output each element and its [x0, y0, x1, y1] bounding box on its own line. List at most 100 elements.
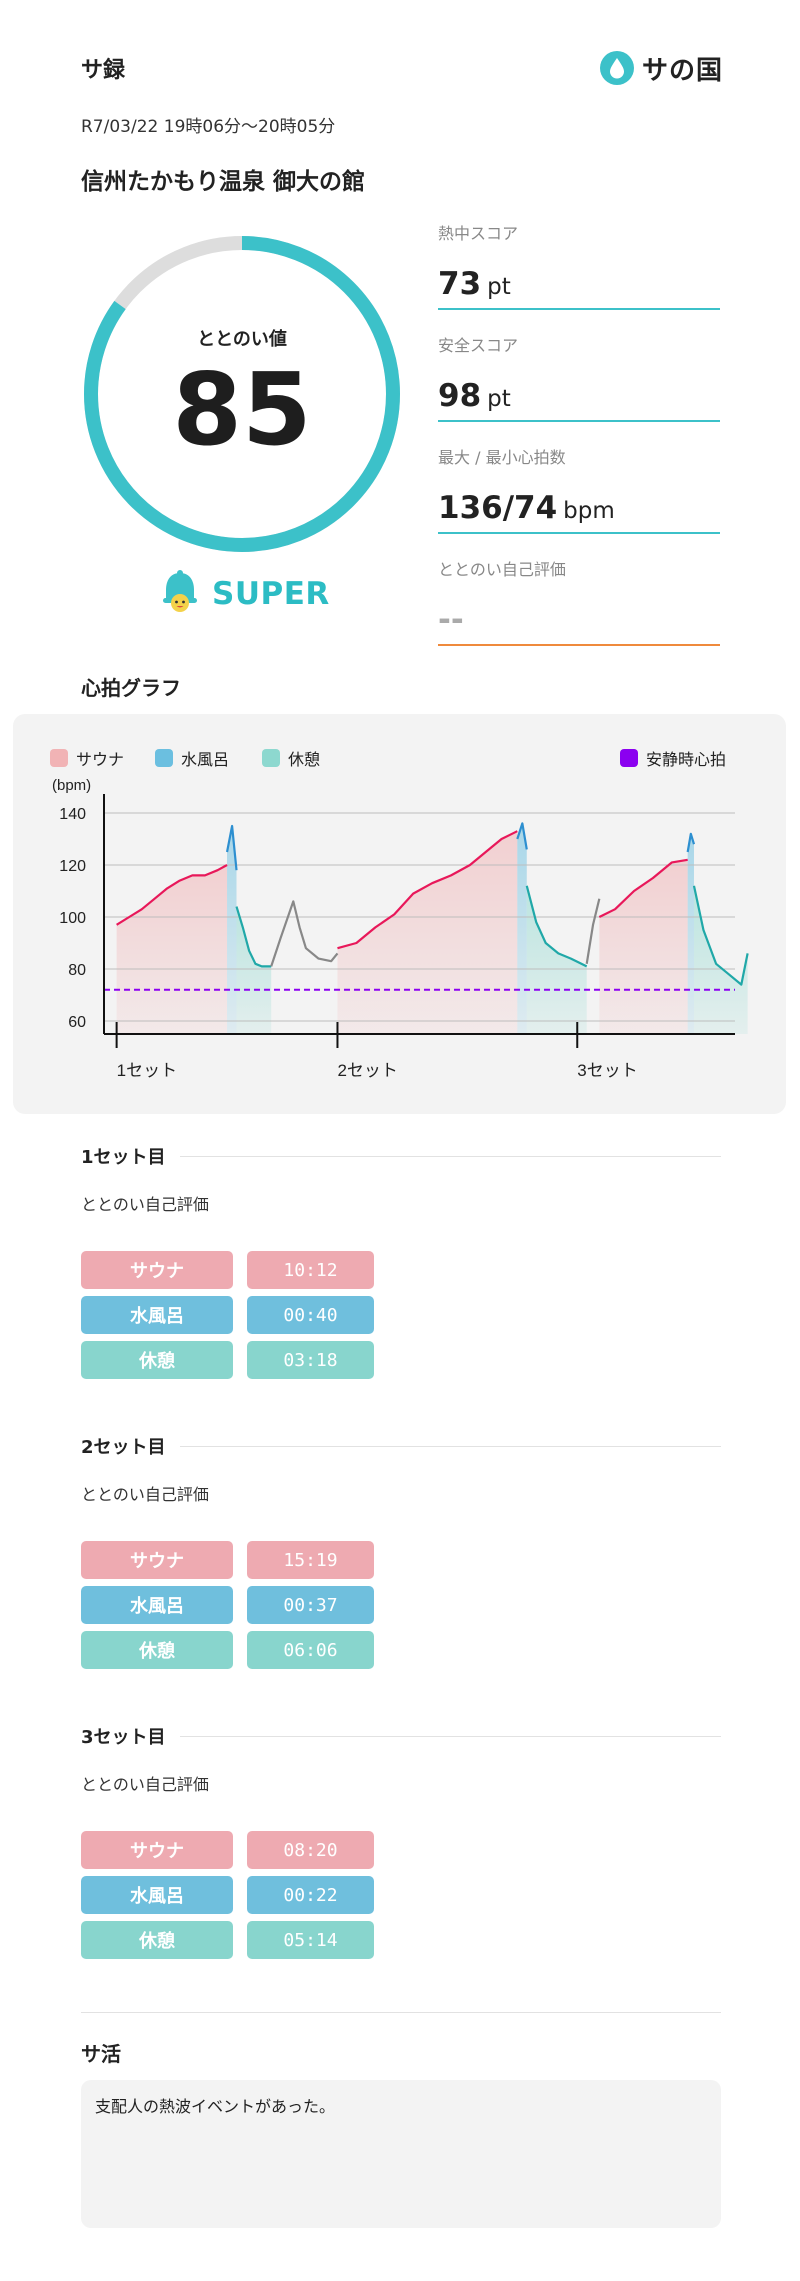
grid-lines — [104, 812, 735, 1022]
heart-rate-lines — [104, 822, 749, 991]
legend-swatch — [155, 749, 173, 767]
set-header: 1セット目 — [81, 1143, 721, 1169]
set-self-evaluation-label[interactable]: ととのい自己評価 — [81, 1775, 209, 1794]
set-title: 3セット目 — [81, 1727, 166, 1748]
brand-logo[interactable]: サの国 — [600, 50, 723, 86]
phase-duration-pill: 00:37 — [247, 1586, 374, 1624]
phase-label-pill: 水風呂 — [81, 1296, 233, 1334]
legend-swatch — [50, 749, 68, 767]
phase-area — [227, 826, 237, 1034]
safety-score: 安全スコア 98 pt — [438, 332, 720, 422]
phase-label-pill: 水風呂 — [81, 1586, 233, 1624]
set-title: 1セット目 — [81, 1147, 166, 1168]
gauge-progress-arc — [84, 236, 400, 552]
phase-bands — [116, 823, 748, 1034]
score-label: 熱中スコア — [438, 224, 519, 243]
y-tick-label: 80 — [68, 962, 86, 979]
heart-rate-series — [270, 900, 339, 967]
note-textarea[interactable] — [81, 2080, 721, 2228]
phase-area — [337, 831, 518, 1034]
heart-rate-chart: 60 80 100 120 140 (bpm) 1セット 2セット 3セット — [52, 777, 749, 1080]
score-value-row: 136/74 bpm — [438, 478, 720, 534]
facility-name: 信州たかもり温泉 御大の館 — [81, 169, 366, 195]
note-text: 支配人の熱波イベントがあった。 — [95, 2097, 336, 2116]
set-self-evaluation-label[interactable]: ととのい自己評価 — [81, 1485, 209, 1504]
chart-axes: 60 80 100 120 140 (bpm) 1セット 2セット 3セット — [52, 777, 735, 1080]
heart-rate-series — [116, 864, 228, 926]
score-label: ととのい自己評価 — [438, 560, 566, 579]
phase-duration-pill: 00:40 — [247, 1296, 374, 1334]
phase-label-pill: 水風呂 — [81, 1876, 233, 1914]
score-value-row[interactable]: -- — [438, 590, 720, 646]
heat-score: 熱中スコア 73 pt — [438, 220, 720, 310]
legend-item-resting-hr: 安静時心拍 — [620, 746, 726, 770]
legend-item-rest: 休憩 — [262, 746, 320, 770]
score-value-row: 73 pt — [438, 254, 720, 310]
legend-label: 安静時心拍 — [646, 750, 727, 769]
legend-item-water: 水風呂 — [155, 746, 229, 770]
phase-area — [599, 859, 688, 1034]
legend-label: サウナ — [76, 750, 125, 769]
bell-mascot-icon — [160, 570, 200, 618]
set-header: 2セット目 — [81, 1433, 721, 1459]
set-header: 3セット目 — [81, 1723, 721, 1749]
score-value: 136/74 — [438, 490, 558, 526]
phase-duration-pill: 06:06 — [247, 1631, 374, 1669]
legend-swatch — [262, 749, 280, 767]
phase-label-pill: 休憩 — [81, 1631, 233, 1669]
heart-rate-series — [337, 830, 518, 950]
score-unit: pt — [487, 274, 511, 300]
logo-text: サの国 — [642, 55, 724, 86]
x-tick-label: 3セット — [577, 1061, 637, 1080]
score-unit: pt — [487, 386, 511, 412]
y-tick-label: 140 — [59, 806, 86, 823]
legend-label: 休憩 — [288, 750, 321, 769]
phase-label-pill: サウナ — [81, 1541, 233, 1579]
divider — [179, 1445, 721, 1447]
phase-duration-pill: 08:20 — [247, 1831, 374, 1869]
self-evaluation[interactable]: ととのい自己評価 -- — [438, 556, 720, 646]
heart-rate-series — [585, 898, 601, 964]
x-tick-label: 2セット — [337, 1061, 397, 1080]
level-label: SUPER — [212, 576, 330, 612]
heart-rate-series — [235, 906, 272, 968]
phase-area — [526, 885, 587, 1034]
x-tick-label: 1セット — [117, 1061, 177, 1080]
y-tick-label: 100 — [59, 910, 86, 927]
phase-label-pill: 休憩 — [81, 1341, 233, 1379]
phase-label-pill: サウナ — [81, 1251, 233, 1289]
heart-rate-series — [692, 885, 749, 986]
divider — [179, 1155, 721, 1157]
heart-rate-series — [686, 832, 696, 853]
chart-section-title: 心拍グラフ — [81, 676, 181, 700]
heart-rate-series — [598, 858, 688, 918]
phase-area — [517, 823, 527, 1034]
phase-duration-pill: 05:14 — [247, 1921, 374, 1959]
score-value: 98 — [438, 378, 482, 414]
y-tick-label: 120 — [59, 858, 86, 875]
heart-rate-series — [225, 824, 238, 871]
legend-swatch — [620, 749, 638, 767]
gauge-label: ととのい値 — [197, 329, 287, 350]
phase-duration-pill: 03:18 — [247, 1341, 374, 1379]
score-value-row: 98 pt — [438, 366, 720, 422]
heart-rate-range: 最大 / 最小心拍数 136/74 bpm — [438, 444, 720, 534]
phase-area — [116, 865, 228, 1034]
divider — [81, 2012, 721, 2013]
score-value: -- — [438, 602, 464, 638]
water-drop-icon — [600, 51, 634, 85]
phase-duration-pill: 00:22 — [247, 1876, 374, 1914]
totonoi-gauge — [84, 236, 400, 552]
phase-area — [693, 885, 748, 1034]
app-title: サ録 — [81, 58, 126, 83]
phase-label-pill: 休憩 — [81, 1921, 233, 1959]
phase-duration-pill: 15:19 — [247, 1541, 374, 1579]
set-self-evaluation-label[interactable]: ととのい自己評価 — [81, 1195, 209, 1214]
score-value: 73 — [438, 266, 482, 302]
phase-duration-pill: 10:12 — [247, 1251, 374, 1289]
heart-rate-series — [516, 822, 528, 850]
legend-label: 水風呂 — [181, 750, 230, 769]
session-datetime: R7/03/22 19時06分〜20時05分 — [81, 117, 336, 137]
heart-rate-series — [525, 885, 588, 968]
set-title: 2セット目 — [81, 1437, 166, 1458]
